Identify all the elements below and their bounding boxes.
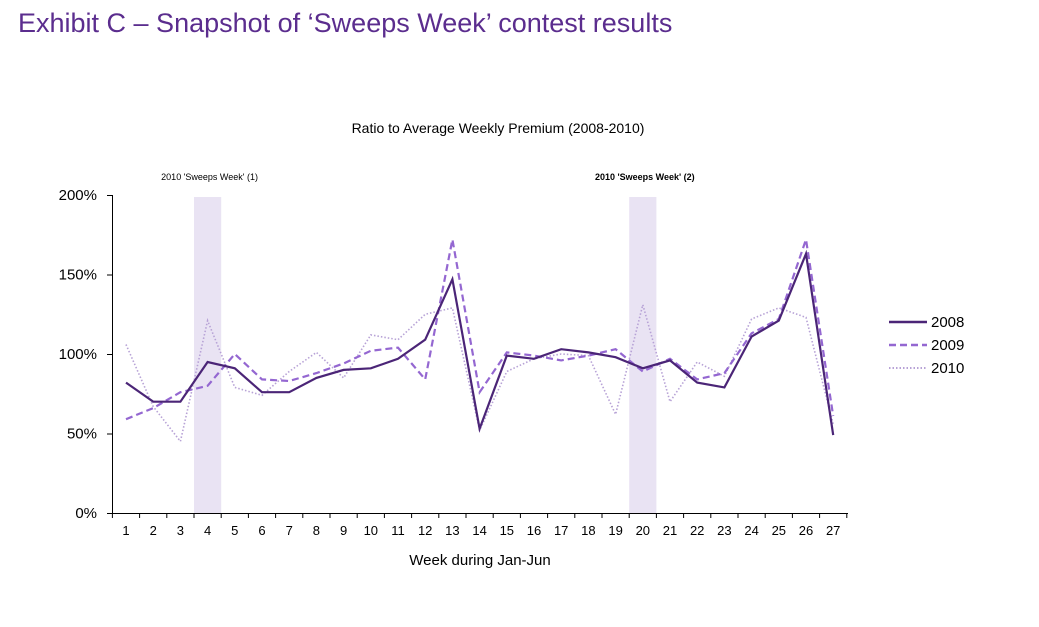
x-tick-label: 21 <box>663 523 677 538</box>
y-tick-label: 100% <box>59 346 97 363</box>
x-tick-label: 19 <box>608 523 622 538</box>
x-tick-label: 14 <box>472 523 486 538</box>
series-line-2008 <box>125 249 835 436</box>
x-tick-label: 17 <box>554 523 568 538</box>
legend-label-2008: 2008 <box>931 314 964 331</box>
x-tick-label: 11 <box>391 523 405 538</box>
chart-ticks: 0%50%100%150%200%1 2 3 4 5 6 7 8 9 10 11 12 13 14 15 16… <box>59 187 848 538</box>
x-tick-label: 10 <box>364 523 378 538</box>
x-tick-label: 23 <box>717 523 731 538</box>
x-tick-label: 26 <box>799 523 813 538</box>
sweeps-week-band <box>629 197 657 513</box>
chart-legend: 2008 2009 2010 <box>889 314 964 377</box>
x-tick-label: 2 <box>150 523 157 538</box>
x-tick-label: 3 <box>177 523 184 538</box>
y-tick-label: 0% <box>75 505 97 522</box>
x-tick-label: 27 <box>826 523 840 538</box>
x-tick-label: 7 <box>286 523 293 538</box>
x-tick-label: 9 <box>340 523 347 538</box>
x-tick-label: 6 <box>258 523 265 538</box>
highlight-bands: 2010 'Sweeps Week' (1) 2010 'Sweeps Week'… <box>161 172 695 513</box>
legend-label-2010: 2010 <box>931 360 964 377</box>
x-tick-label: 5 <box>231 523 238 538</box>
x-tick-label: 18 <box>581 523 595 538</box>
x-tick-label: 24 <box>744 523 758 538</box>
chart-title: Ratio to Average Weekly Premium (2008-20… <box>352 120 645 136</box>
x-tick-label: 8 <box>313 523 320 538</box>
chart-axes <box>112 195 848 514</box>
x-tick-label: 22 <box>690 523 704 538</box>
chart-series <box>125 239 835 444</box>
x-tick-label: 15 <box>500 523 514 538</box>
x-axis-title: Week during Jan-Jun <box>409 552 550 569</box>
series-line-2009 <box>125 239 835 421</box>
y-tick-label: 50% <box>67 426 97 443</box>
sweeps-week-band-label: 2010 'Sweeps Week' (1) <box>161 172 258 182</box>
y-tick-label: 150% <box>59 267 97 284</box>
series-line-2010 <box>125 301 834 444</box>
x-tick-label: 25 <box>772 523 786 538</box>
sweeps-week-band-label: 2010 'Sweeps Week' (2) <box>595 172 695 182</box>
x-tick-label: 4 <box>204 523 211 538</box>
sweeps-week-band <box>194 197 222 513</box>
x-tick-label: 16 <box>527 523 541 538</box>
exhibit-title: Exhibit C – Snapshot of ‘Sweeps Week’ co… <box>18 8 673 38</box>
x-tick-label: 13 <box>445 523 459 538</box>
x-tick-label: 1 <box>122 523 129 538</box>
legend-label-2009: 2009 <box>931 337 964 354</box>
x-tick-label: 20 <box>636 523 650 538</box>
y-tick-label: 200% <box>59 187 97 204</box>
x-tick-label: 12 <box>418 523 432 538</box>
